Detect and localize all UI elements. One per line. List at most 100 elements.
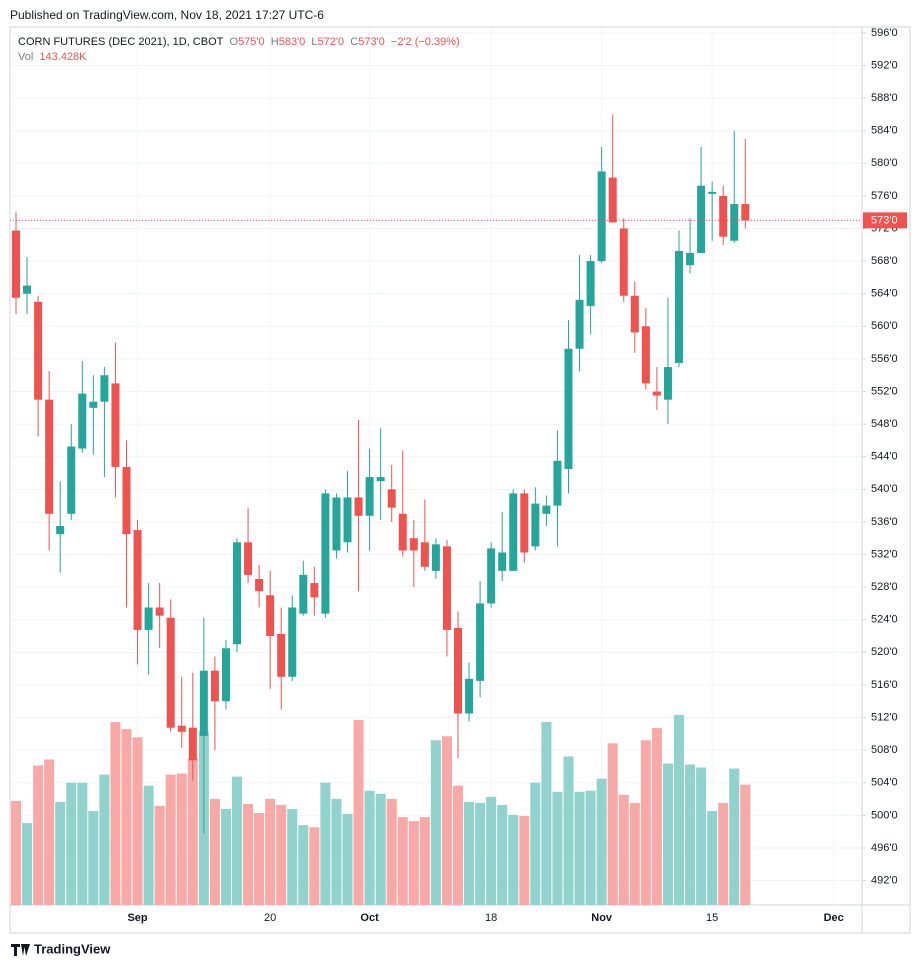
volume-bar (486, 796, 497, 905)
volume-bar (375, 793, 386, 905)
ohlc-label: L (311, 36, 318, 48)
volume-bar (309, 827, 320, 905)
candle-body (144, 607, 153, 630)
volume-bar (685, 764, 696, 905)
volume-bar (10, 800, 22, 905)
volume-bar (386, 798, 397, 905)
x-tick-label: 15 (706, 912, 718, 924)
y-tick-label: 532'0 (871, 548, 898, 560)
x-tick-label: 18 (485, 912, 497, 924)
y-tick-label: 576'0 (871, 190, 898, 202)
volume-bar (585, 790, 596, 905)
change: −2'2 (−0.39%) (390, 36, 460, 48)
volume-bar (397, 817, 408, 905)
candle-body (45, 399, 54, 514)
volume-bar (320, 782, 331, 905)
candle-body (244, 542, 253, 575)
volume-bar (143, 785, 154, 905)
volume-bar (287, 808, 298, 905)
volume-bar (187, 758, 198, 905)
y-tick-label: 552'0 (871, 385, 898, 397)
candle-body (299, 574, 308, 614)
volume-bar (464, 801, 475, 905)
candle-body (442, 546, 451, 630)
candle-body (188, 727, 197, 761)
ohlc-label: H (270, 36, 279, 48)
volume-bar (88, 810, 99, 905)
candle-body (34, 301, 43, 400)
volume-bar (640, 740, 651, 905)
y-tick-label: 516'0 (871, 679, 898, 691)
volume-bar (629, 802, 640, 905)
candle-body (321, 493, 330, 614)
brand: TradingView (34, 941, 111, 956)
y-tick-label: 492'0 (871, 874, 898, 886)
ohlc-value: 573'0 (358, 36, 385, 48)
volume-bar (132, 737, 143, 905)
last-price-tag (863, 212, 907, 229)
candle-body (553, 460, 562, 506)
volume-bar (651, 728, 662, 905)
volume-bar (563, 756, 574, 905)
volume-bar (618, 794, 629, 905)
volume-bar (276, 804, 287, 905)
candle-body (575, 299, 584, 349)
volume-bar (243, 803, 254, 905)
volume-bar (696, 767, 707, 905)
y-tick-label: 508'0 (871, 744, 898, 756)
volume-bar (718, 802, 729, 905)
y-tick-label: 580'0 (871, 157, 898, 169)
y-tick-label: 540'0 (871, 483, 898, 495)
candle-body (476, 603, 485, 681)
ohlc-value: 572'0 (317, 36, 345, 48)
y-tick-label: 588'0 (871, 92, 898, 104)
frame (9, 26, 911, 934)
y-tick-label: 496'0 (871, 842, 898, 854)
y-tick-label: 564'0 (871, 288, 898, 300)
candle-body (520, 493, 529, 553)
candle-body (652, 391, 661, 396)
y-tick-label: 560'0 (871, 320, 898, 332)
y-tick-label: 504'0 (871, 777, 898, 789)
volume-bar (55, 801, 66, 905)
y-tick-label: 596'0 (871, 27, 898, 39)
volume-bar (342, 813, 353, 905)
candle-body (409, 538, 418, 551)
x-tick-label: Nov (591, 912, 613, 924)
volume-bar (364, 790, 375, 905)
volume-bar (707, 810, 718, 905)
volume-bar (33, 765, 44, 905)
candle-body (255, 578, 264, 592)
volume-bar (77, 782, 88, 905)
candle-body (343, 497, 352, 543)
volume-bar (596, 778, 607, 905)
volume-bar (574, 791, 585, 905)
volume-bar (430, 740, 441, 905)
volume-bar (298, 825, 309, 905)
y-tick-label: 520'0 (871, 646, 898, 658)
candle-body (376, 477, 385, 482)
candle-body (111, 383, 120, 467)
y-tick-label: 592'0 (871, 59, 898, 71)
candle-body (542, 505, 551, 514)
candle-body (498, 552, 507, 571)
volume-bar (44, 759, 55, 905)
volume-bar (165, 774, 176, 905)
candle-body (288, 607, 297, 677)
candle-body (387, 489, 396, 508)
candle-body (719, 195, 728, 237)
volume-bar (66, 782, 77, 905)
y-tick-label: 512'0 (871, 711, 898, 723)
volume-bar (541, 722, 552, 905)
candle-body (177, 725, 186, 732)
volume-title: Vol (18, 51, 34, 63)
candle-body (686, 252, 695, 266)
x-tick-label: Sep (127, 912, 147, 924)
y-tick-label: 568'0 (871, 255, 898, 267)
volume-bar (729, 768, 740, 905)
volume-bar (497, 804, 508, 905)
volume-bar (331, 798, 342, 905)
y-tick-label: 556'0 (871, 353, 898, 365)
